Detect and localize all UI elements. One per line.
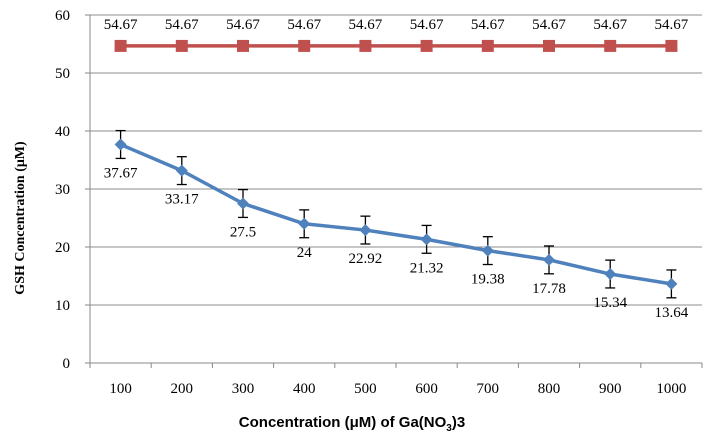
y-tick-label: 50: [55, 66, 70, 82]
x-tick-labels: 100 200 300 400 500 600 700 800 900 1000: [89, 363, 703, 397]
y-tick-labels: 0 10 20 30 40 50 60: [55, 8, 90, 372]
y-tick-label: 20: [55, 240, 70, 256]
data-labels-layer: 54.67 54.67 54.67 54.67 54.67 54.67 54.67 54.67…: [104, 17, 689, 321]
data-label: 54.67: [287, 17, 321, 33]
data-point: [114, 39, 127, 52]
data-point: [298, 217, 311, 230]
x-axis-title-main: Concentration (μM) of Ga(NO: [239, 414, 447, 431]
data-point: [543, 39, 555, 52]
data-point: [359, 39, 372, 52]
data-point: [665, 277, 678, 290]
x-axis-title-subscript: 3: [446, 423, 452, 433]
x-tick-label: 100: [109, 381, 132, 397]
data-point: [237, 197, 249, 210]
y-tick-label: 60: [55, 8, 70, 24]
data-label: 37.67: [104, 166, 138, 182]
x-tick-label: 600: [415, 381, 438, 397]
data-label: 54.67: [349, 17, 383, 33]
x-tick-label: 1000: [656, 381, 686, 397]
data-label: 24: [297, 245, 313, 261]
data-point: [665, 39, 678, 52]
x-tick-label: 400: [293, 381, 316, 397]
x-axis-title-tail: )3: [452, 414, 465, 431]
x-axis-title: Concentration (μM) of Ga(NO3)3: [239, 414, 465, 433]
data-label: 15.34: [593, 295, 627, 311]
series-layer: [114, 39, 678, 299]
y-axis-title: GSH Concentration (μM): [13, 141, 28, 295]
data-point: [420, 233, 433, 246]
data-point: [604, 268, 617, 281]
data-point: [420, 39, 433, 52]
data-label: 21.32: [410, 260, 444, 276]
data-label: 54.67: [471, 17, 505, 33]
grid-lines: [90, 14, 702, 306]
x-tick-label: 800: [538, 381, 561, 397]
data-label: 22.92: [349, 251, 383, 267]
data-point: [298, 39, 311, 52]
data-label: 54.67: [104, 17, 138, 33]
y-tick-label: 30: [55, 182, 70, 198]
data-point: [175, 164, 188, 177]
x-tick-label: 700: [477, 381, 500, 397]
data-point: [481, 39, 494, 52]
data-point: [359, 224, 372, 237]
data-label: 13.64: [655, 305, 689, 321]
data-point: [114, 138, 127, 151]
data-label: 27.5: [230, 225, 256, 241]
x-tick-label: 200: [171, 381, 194, 397]
data-point: [481, 244, 494, 257]
y-tick-label: 0: [63, 356, 71, 372]
data-label: 19.38: [471, 272, 505, 288]
data-point: [543, 253, 555, 266]
data-label: 54.67: [655, 17, 689, 33]
data-label: 54.67: [593, 17, 627, 33]
data-label: 54.67: [226, 17, 260, 33]
y-tick-label: 10: [55, 298, 70, 314]
data-label: 54.67: [532, 17, 566, 33]
data-point: [175, 39, 188, 52]
data-label: 17.78: [532, 281, 566, 297]
series-line: [119, 142, 672, 286]
x-tick-label: 300: [232, 381, 255, 397]
data-label: 54.67: [410, 17, 444, 33]
data-label: 54.67: [165, 17, 199, 33]
y-tick-label: 40: [55, 124, 70, 140]
data-point: [237, 39, 249, 52]
data-label: 33.17: [165, 192, 199, 208]
data-point: [604, 39, 617, 52]
x-tick-label: 900: [599, 381, 622, 397]
x-tick-label: 500: [354, 381, 377, 397]
